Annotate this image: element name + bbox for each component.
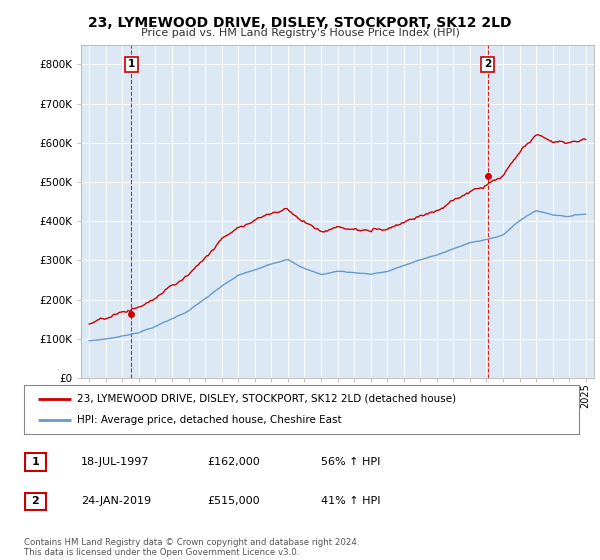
Text: 1: 1 (32, 458, 39, 467)
Text: 18-JUL-1997: 18-JUL-1997 (81, 457, 149, 467)
Text: 41% ↑ HPI: 41% ↑ HPI (321, 496, 380, 506)
Text: 2: 2 (484, 59, 491, 69)
Text: 2: 2 (32, 497, 39, 506)
FancyBboxPatch shape (24, 385, 579, 434)
Text: 24-JAN-2019: 24-JAN-2019 (81, 496, 151, 506)
FancyBboxPatch shape (25, 454, 46, 471)
FancyBboxPatch shape (25, 493, 46, 510)
Text: 1: 1 (128, 59, 135, 69)
Text: £162,000: £162,000 (207, 457, 260, 467)
Text: Contains HM Land Registry data © Crown copyright and database right 2024.
This d: Contains HM Land Registry data © Crown c… (24, 538, 359, 557)
Text: 23, LYMEWOOD DRIVE, DISLEY, STOCKPORT, SK12 2LD: 23, LYMEWOOD DRIVE, DISLEY, STOCKPORT, S… (88, 16, 512, 30)
Text: 23, LYMEWOOD DRIVE, DISLEY, STOCKPORT, SK12 2LD (detached house): 23, LYMEWOOD DRIVE, DISLEY, STOCKPORT, S… (77, 394, 456, 404)
Text: 56% ↑ HPI: 56% ↑ HPI (321, 457, 380, 467)
Text: £515,000: £515,000 (207, 496, 260, 506)
Text: HPI: Average price, detached house, Cheshire East: HPI: Average price, detached house, Ches… (77, 415, 341, 425)
Text: Price paid vs. HM Land Registry's House Price Index (HPI): Price paid vs. HM Land Registry's House … (140, 28, 460, 38)
